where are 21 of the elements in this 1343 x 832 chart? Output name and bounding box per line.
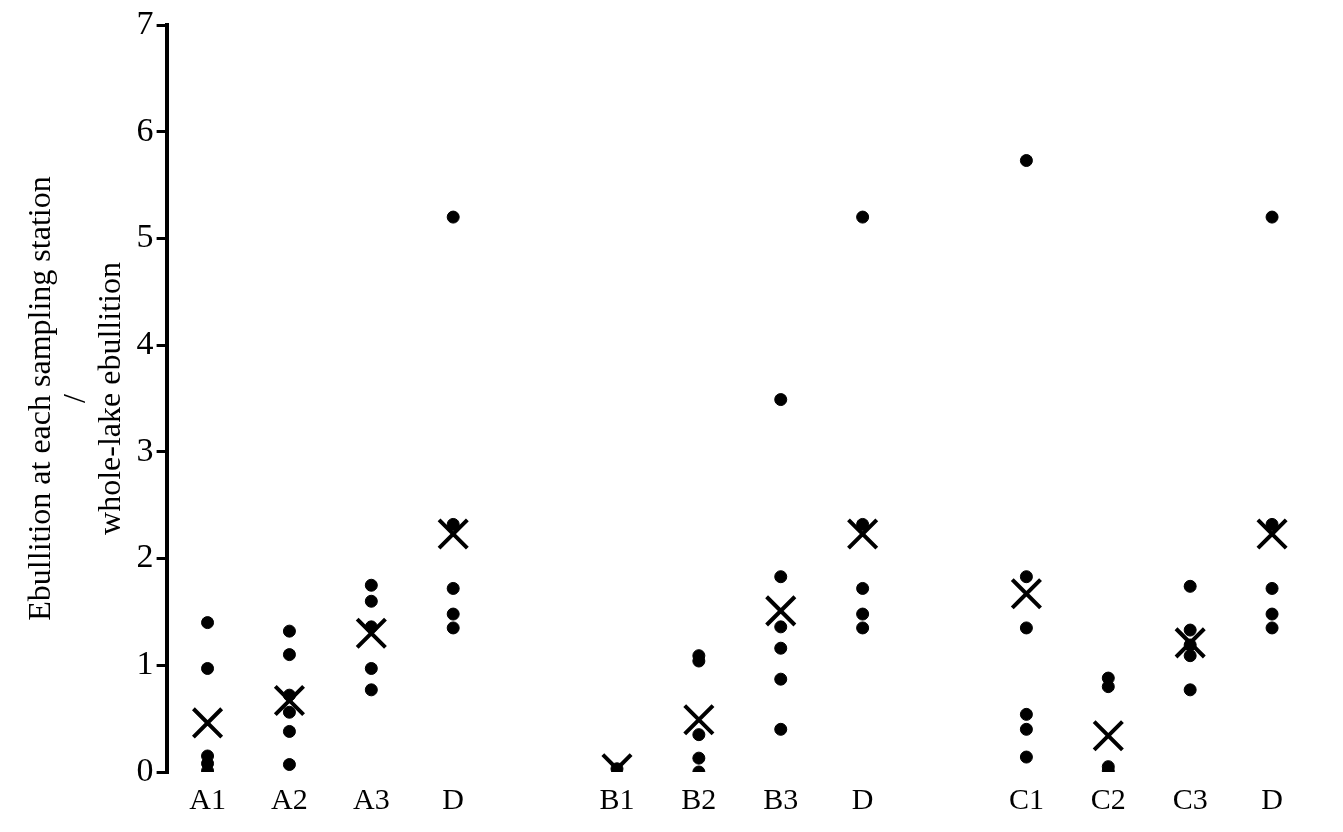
x-tick-label: A3 — [352, 781, 390, 815]
x-tick-label: A2 — [271, 781, 308, 815]
x-tick-label: B2 — [681, 781, 717, 815]
y-axis-title: Ebullition at each sampling station / whole-lake ebullition — [21, 176, 128, 621]
y-tick-label: 4 — [136, 324, 154, 362]
x-tick-label: B3 — [763, 781, 799, 815]
x-tick-label: D — [442, 781, 465, 815]
y-tick-label: 0 — [136, 750, 154, 788]
x-tick-label: D — [1261, 781, 1283, 815]
y-tick-label: 6 — [136, 110, 154, 148]
y-tick-label: 5 — [136, 217, 154, 255]
x-tick-label: C3 — [1172, 781, 1208, 815]
y-tick-label: 3 — [136, 430, 154, 468]
x-tick-label: B1 — [599, 781, 635, 815]
x-tick-label: C1 — [1008, 781, 1044, 815]
y-tick-label: 1 — [136, 644, 154, 682]
y-tick-label: 7 — [136, 3, 154, 41]
y-tick-label: 2 — [136, 537, 154, 575]
x-tick-label: A1 — [189, 781, 226, 815]
x-tick-label: C2 — [1090, 781, 1126, 815]
x-tick-label: D — [851, 781, 874, 815]
